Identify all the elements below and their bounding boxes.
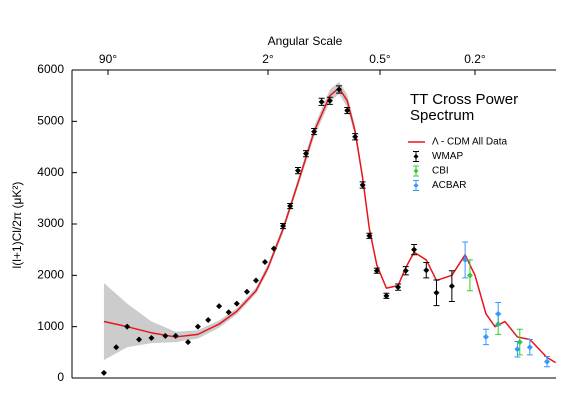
legend-label: WMAP [432, 151, 463, 162]
y-tick-label: 1000 [37, 319, 64, 333]
data-point [113, 344, 120, 351]
data-point [261, 258, 268, 265]
data-point [287, 203, 294, 210]
uncertainty-band [103, 81, 377, 361]
y-tick-label: 3000 [37, 216, 64, 230]
y-tick-label: 0 [57, 370, 64, 384]
x-axis-label: Angular Scale [268, 34, 343, 48]
chart-title: TT Cross Power Spectrum [410, 91, 519, 124]
data-point [124, 323, 131, 330]
data-point [216, 303, 223, 310]
data-point [233, 300, 240, 307]
data-point [270, 245, 277, 252]
data-point [373, 267, 380, 274]
y-tick-label: 4000 [37, 165, 64, 179]
data-point [194, 323, 201, 330]
data-point [225, 309, 232, 316]
x-tick-label: 90° [99, 52, 117, 66]
data-point [482, 333, 489, 340]
data-point [402, 267, 409, 274]
data-point [344, 107, 351, 114]
y-tick-label: 5000 [37, 114, 64, 128]
x-tick-label: 0.2° [464, 52, 486, 66]
y-axis-label: l(l+1)Cl/2π (μK²) [10, 182, 24, 269]
legend-label: ACBAR [432, 180, 466, 191]
data-point [366, 232, 373, 239]
data-point [395, 284, 402, 291]
data-point [423, 267, 430, 274]
y-tick-label: 2000 [37, 268, 64, 282]
data-point [411, 246, 418, 253]
data-point [516, 339, 523, 346]
y-tick-label: 6000 [37, 62, 64, 76]
data-point [205, 316, 212, 323]
data-point [336, 86, 343, 93]
data-point [462, 256, 469, 263]
data-point [318, 98, 325, 105]
legend-swatch [413, 183, 419, 188]
legend-label: CBI [432, 166, 449, 177]
data-point [433, 289, 440, 296]
data-point [302, 150, 309, 157]
data-point [352, 133, 359, 140]
legend-swatch [413, 168, 419, 174]
data-point [294, 167, 301, 174]
data-point [383, 292, 390, 299]
data-point [359, 181, 366, 188]
data-point [448, 283, 455, 290]
data-point [253, 277, 260, 284]
x-tick-label: 2° [262, 52, 274, 66]
data-point [514, 346, 521, 353]
data-point [311, 128, 318, 135]
data-point [136, 336, 143, 343]
data-point [466, 272, 473, 279]
legend-label: Λ - CDM All Data [432, 137, 507, 148]
data-point [526, 344, 533, 351]
data-point [185, 339, 192, 346]
data-point [172, 332, 179, 339]
data-point [162, 332, 169, 339]
data-point [326, 97, 333, 104]
data-point [243, 288, 250, 295]
model-line [103, 87, 557, 364]
data-point [148, 334, 155, 341]
x-tick-label: 0.5° [369, 52, 391, 66]
data-point [100, 369, 107, 376]
data-point [544, 358, 551, 365]
data-point [280, 223, 287, 230]
legend-swatch [413, 154, 419, 159]
data-point [495, 310, 502, 317]
